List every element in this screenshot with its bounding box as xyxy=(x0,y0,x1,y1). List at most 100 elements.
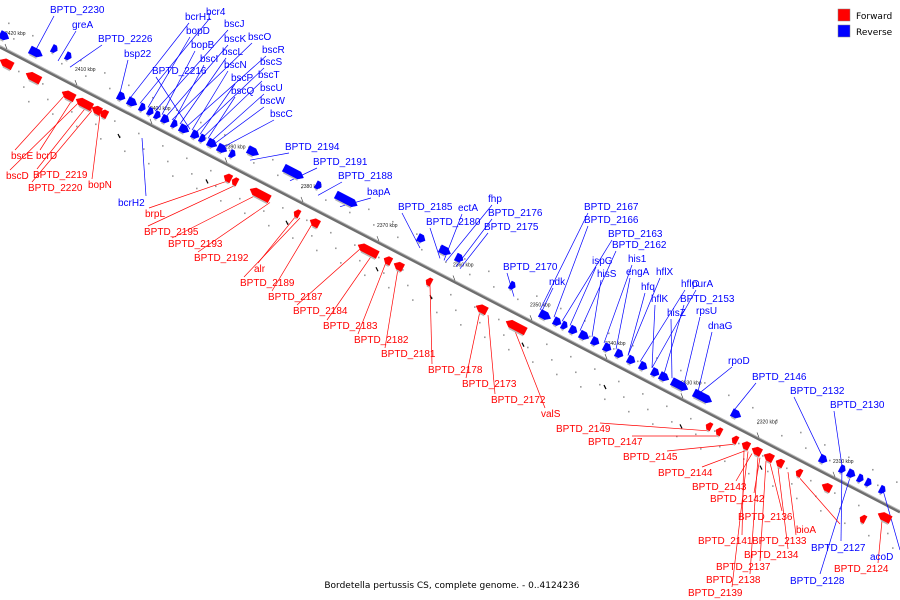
track-dot xyxy=(580,386,582,388)
track-dot xyxy=(239,197,241,200)
label-leader-line xyxy=(749,456,759,575)
gene-label: bscU xyxy=(260,83,283,94)
gene-label: bscQ xyxy=(231,86,255,97)
gene-label: BPTD_2153 xyxy=(680,294,735,305)
reverse-gene-arrow xyxy=(845,468,856,480)
legend-forward-label: Forward xyxy=(856,12,892,22)
tick-label: 2410 kbp xyxy=(75,67,96,73)
track-dot xyxy=(575,371,577,374)
gene-label: bscC xyxy=(270,109,293,120)
label-leader-line xyxy=(787,472,797,536)
gene-label: BPTD_2172 xyxy=(491,395,546,406)
label-leader-line xyxy=(603,264,633,344)
label-leader-line xyxy=(161,50,196,115)
gene-label: BPTD_2183 xyxy=(323,321,378,332)
label-leader-line xyxy=(171,194,257,239)
track-dot xyxy=(752,406,754,409)
gene-label: hflC xyxy=(681,279,699,290)
track-dot xyxy=(340,262,342,264)
genome-backbone xyxy=(0,45,900,514)
track-dot xyxy=(263,210,265,212)
gene-label: BPTD_2216 xyxy=(152,66,207,77)
track-dot xyxy=(858,504,860,507)
track-dot xyxy=(80,59,82,62)
track-dot xyxy=(508,348,510,351)
track-dot xyxy=(757,422,759,425)
track-dot xyxy=(637,360,639,363)
forward-gene-arrow xyxy=(231,177,240,188)
reverse-gene-arrow xyxy=(177,123,190,135)
gene-label: bscR xyxy=(262,45,285,56)
label-leader-line xyxy=(384,268,399,349)
tick-mark xyxy=(680,393,684,399)
map-caption: Bordetella pertussis CS, complete genome… xyxy=(324,581,580,591)
track-dot xyxy=(253,162,255,164)
track-dot xyxy=(124,150,126,153)
track-dot xyxy=(690,417,692,420)
gene-label: dnaG xyxy=(708,321,733,332)
gene-label: BPTD_2137 xyxy=(716,562,771,573)
track-dot xyxy=(224,134,226,136)
gene-label: BPTD_2194 xyxy=(285,142,340,153)
track-dot xyxy=(359,259,361,262)
gene-label: fhp xyxy=(488,194,502,205)
track-dot xyxy=(301,186,303,189)
track-dot xyxy=(623,396,625,398)
forward-gene-arrow xyxy=(731,435,740,446)
track-dot xyxy=(138,132,140,135)
reverse-gene-arrow xyxy=(281,163,304,181)
label-leader-line xyxy=(799,478,841,525)
track-dot xyxy=(61,62,63,65)
gene-label: bsp22 xyxy=(124,49,152,60)
gene-label: BPTD_2162 xyxy=(612,240,667,251)
forward-gene-arrow xyxy=(0,58,15,72)
track-dot xyxy=(628,410,630,413)
gene-label: BPTD_2192 xyxy=(194,253,249,264)
track-dot xyxy=(647,408,649,411)
track-dot xyxy=(191,173,193,175)
label-leader-line xyxy=(31,110,93,183)
track-dot xyxy=(28,100,30,103)
track-dot xyxy=(786,467,788,470)
label-leader-line xyxy=(141,137,147,197)
forward-gene-arrow xyxy=(99,109,110,121)
label-leader-line xyxy=(203,80,263,137)
label-leader-line xyxy=(357,262,387,335)
label-leader-line xyxy=(591,279,602,337)
label-leader-line xyxy=(223,119,275,148)
gene-label: acoD xyxy=(870,552,893,563)
gene-label: BPTD_2136 xyxy=(738,512,793,523)
track-dot xyxy=(330,231,332,234)
tick-label: 2420 kbp xyxy=(5,31,26,37)
label-leader-line xyxy=(211,93,265,141)
reverse-gene-arrow xyxy=(863,477,872,489)
track-dot xyxy=(848,456,850,459)
reverse-gene-arrow xyxy=(0,30,10,42)
label-leader-line xyxy=(326,255,373,321)
track-dot xyxy=(402,269,404,271)
label-leader-line xyxy=(57,30,77,62)
label-leader-line xyxy=(733,382,757,411)
reverse-gene-arrow xyxy=(152,110,161,121)
track-dot xyxy=(604,398,606,401)
gene-label: bcrH1 xyxy=(185,12,212,23)
legend: Forward Reverse xyxy=(837,8,893,38)
label-leader-line xyxy=(147,36,191,108)
track-dot xyxy=(152,96,154,99)
tick-label: 2400 kbp xyxy=(150,106,171,112)
track-dot xyxy=(820,510,822,512)
label-leader-line xyxy=(735,453,753,482)
gene-label: BPTD_2184 xyxy=(293,306,348,317)
gene-label: bscP xyxy=(231,73,254,84)
track-dot xyxy=(877,484,879,487)
gene-label: BPTD_2147 xyxy=(588,437,643,448)
reverse-gene-arrow xyxy=(169,119,178,130)
label-leader-line xyxy=(429,227,441,259)
track-dot xyxy=(244,212,246,215)
track-dot xyxy=(335,247,337,250)
gene-label: bopN xyxy=(88,180,112,191)
reverse-gene-arrow xyxy=(115,91,126,103)
forward-gene-arrow xyxy=(859,514,868,525)
gene-label: BPTD_2195 xyxy=(144,227,199,238)
track-dot xyxy=(421,248,423,251)
